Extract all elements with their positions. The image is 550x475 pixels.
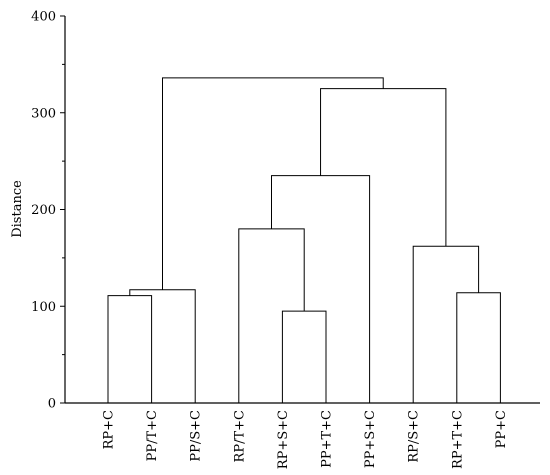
y-axis: 0 100 200 300 400 xyxy=(31,10,540,412)
y-tick-label: 300 xyxy=(31,106,56,121)
y-tick-label: 400 xyxy=(31,10,56,25)
y-tick-label: 0 xyxy=(48,397,56,412)
dendrogram-link-c4 xyxy=(238,228,305,403)
dendrogram-link-c7 xyxy=(412,245,480,403)
leaf-label: RP+T+C xyxy=(450,410,465,469)
leaf-label: PP+C xyxy=(494,410,509,448)
leaf-label: RP+S+C xyxy=(276,410,291,469)
leaf-label: RP/S+C xyxy=(407,410,422,463)
leaf-label: PP/T+C xyxy=(145,410,160,461)
leaf-label: PP+T+C xyxy=(320,410,335,468)
y-tick-label: 100 xyxy=(31,300,56,315)
dendrogram-link-c5 xyxy=(271,175,371,403)
leaf-label: PP/S+C xyxy=(189,410,204,462)
dendrogram-link-c6 xyxy=(456,292,501,403)
leaf-label: RP/T+C xyxy=(232,410,247,462)
leaf-labels: RP+C PP/T+C PP/S+C RP/T+C RP+S+C PP+T+C PP+S+C… xyxy=(102,410,509,469)
dendrogram-link-c3 xyxy=(281,310,327,403)
dendrogram-link-c9 xyxy=(162,77,384,290)
y-axis-title: Distance xyxy=(10,180,25,238)
dendrogram-link-c2 xyxy=(129,289,196,403)
dendrogram-links xyxy=(107,77,501,403)
dendrogram-link-c8 xyxy=(320,88,447,247)
y-tick-label: 200 xyxy=(31,203,56,218)
leaf-label: PP+S+C xyxy=(363,410,378,468)
dendrogram-link-c1 xyxy=(107,295,153,403)
leaf-label: RP+C xyxy=(102,410,117,449)
